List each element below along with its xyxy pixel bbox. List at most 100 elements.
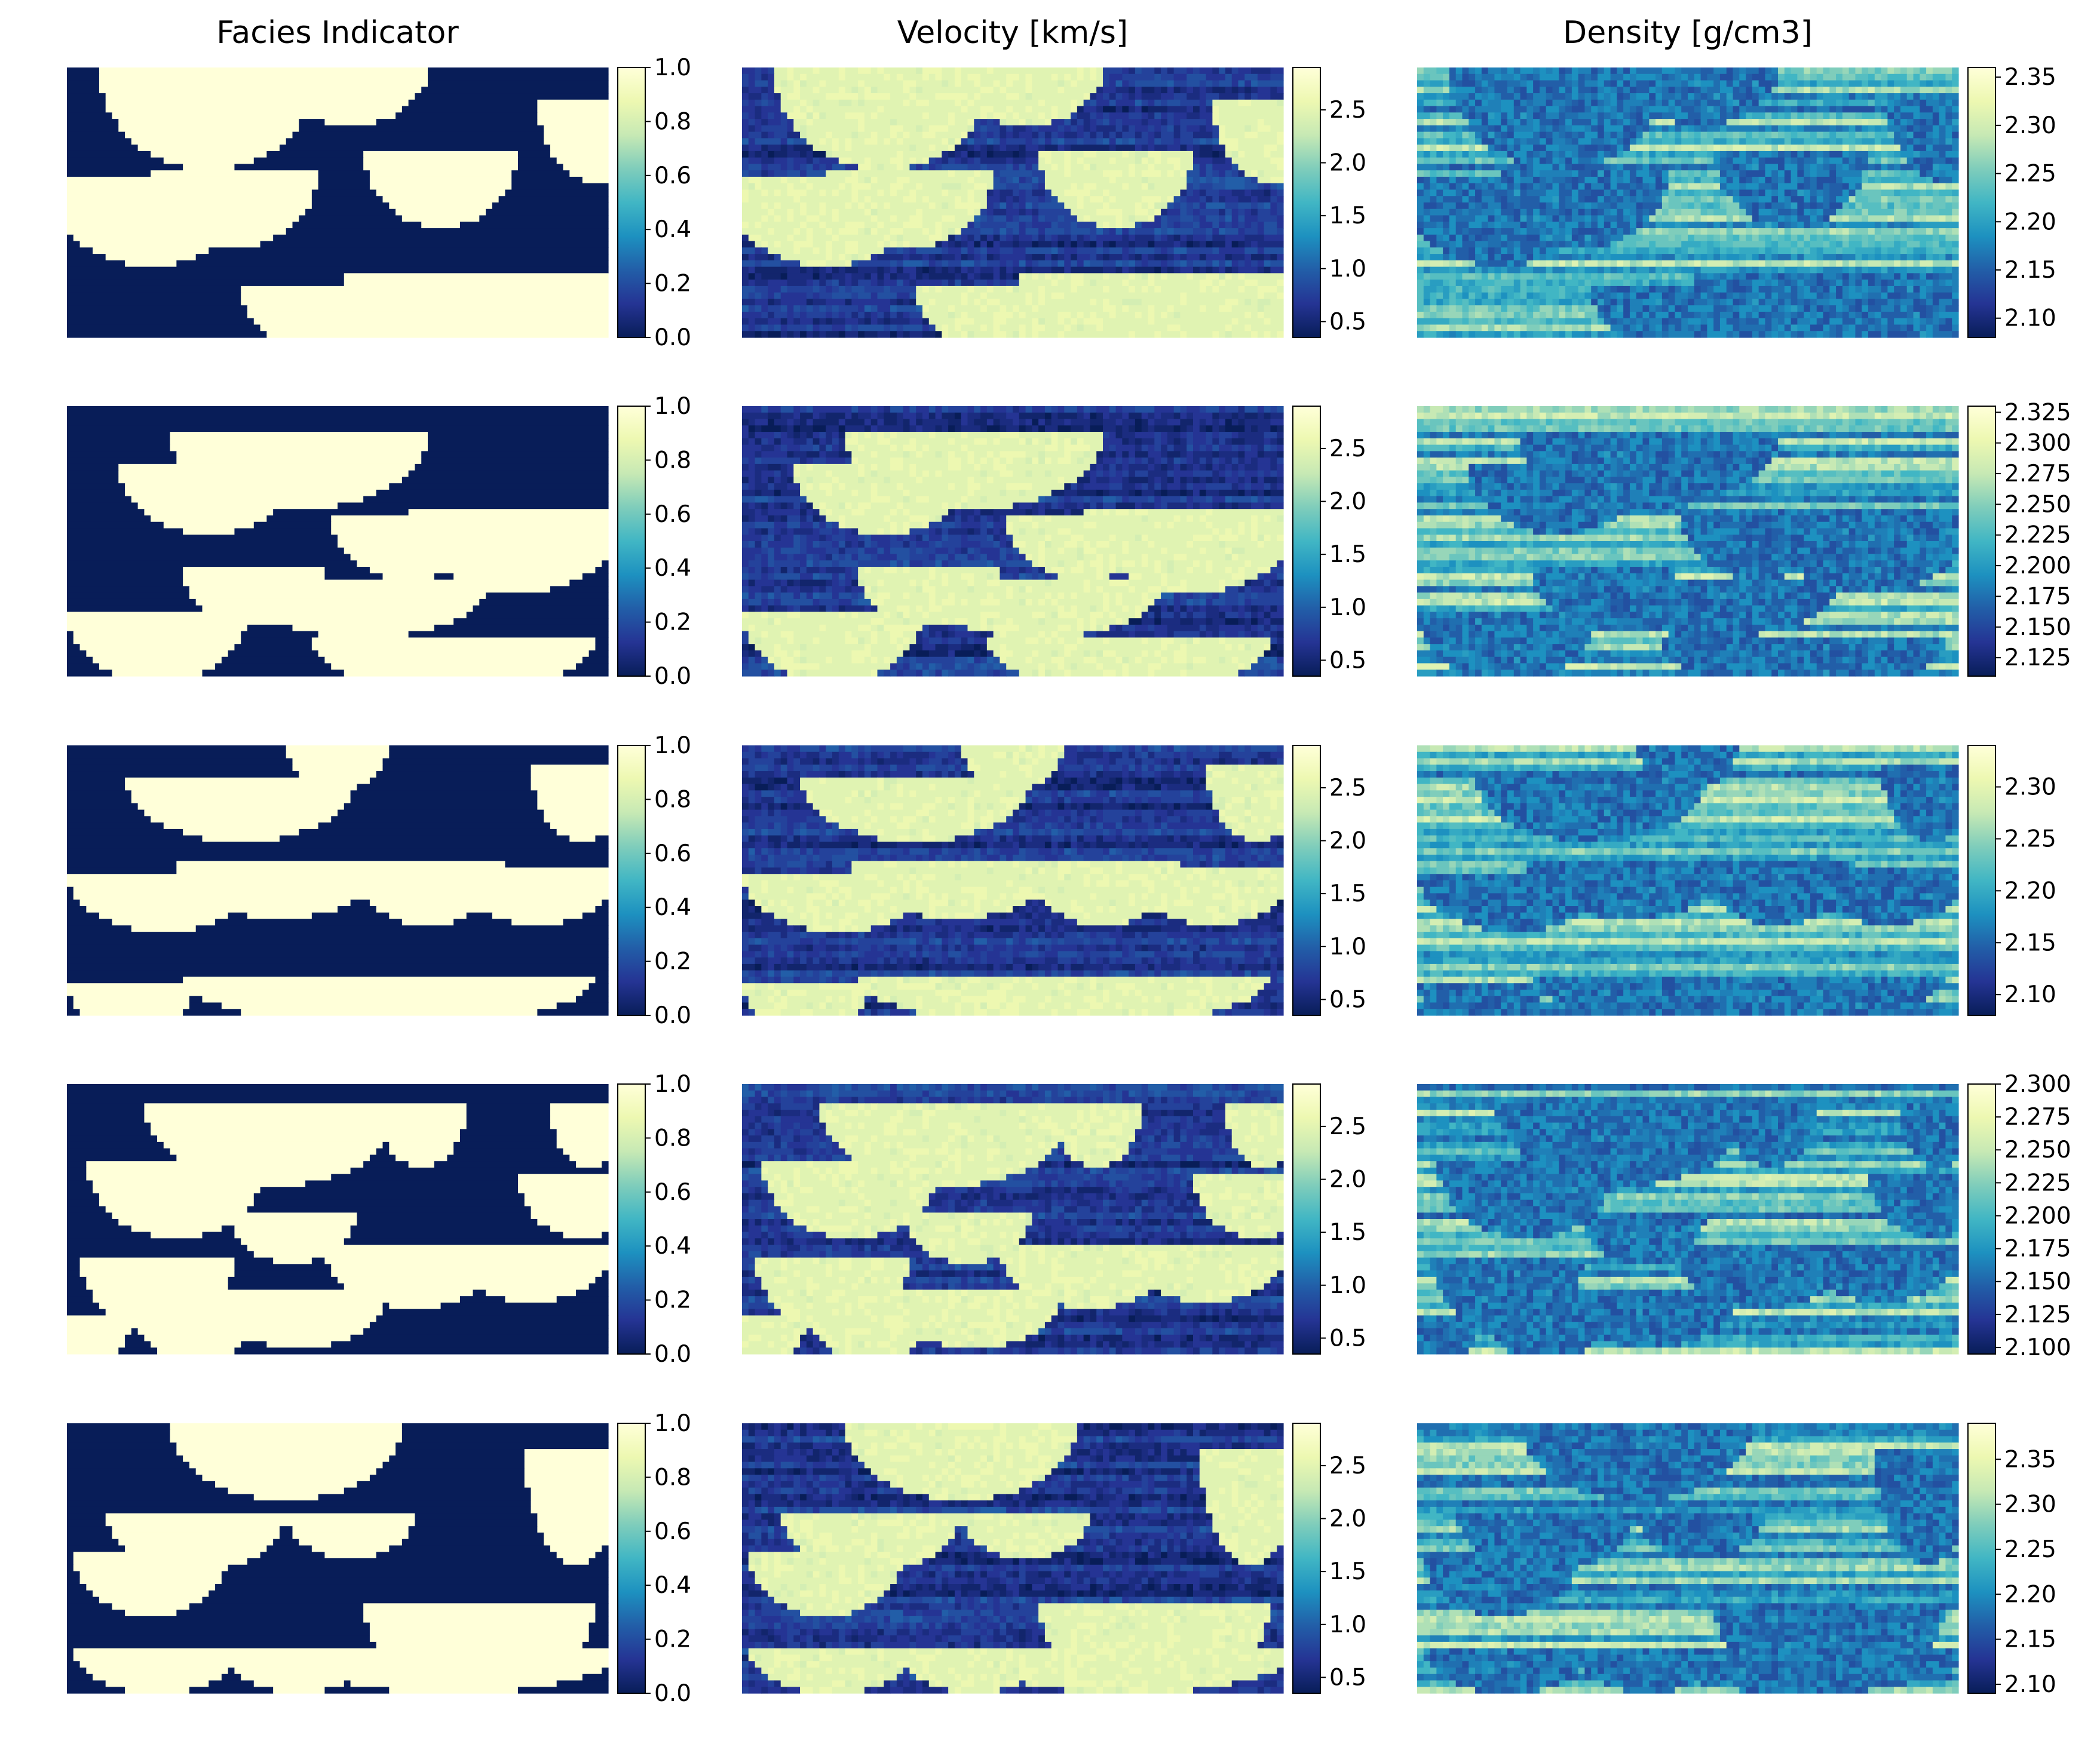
heatmap-cell	[1643, 177, 1656, 183]
heatmap-cell	[1475, 81, 1482, 87]
heatmap-cell	[1739, 318, 1746, 325]
heatmap-cell	[929, 228, 936, 235]
heatmap-cell	[774, 74, 787, 81]
heatmap-cell	[1077, 260, 1084, 267]
heatmap-cell	[851, 138, 864, 145]
heatmap-cell	[1212, 196, 1219, 202]
heatmap-cell	[1771, 247, 1778, 254]
heatmap-cell	[832, 151, 897, 158]
heatmap-cell	[1656, 81, 1662, 87]
heatmap-cell	[884, 312, 890, 318]
heatmap-cell	[948, 125, 968, 132]
heatmap-cell	[1058, 273, 1065, 280]
heatmap-cell	[1258, 331, 1264, 337]
heatmap-cell	[800, 74, 807, 81]
heatmap-cell	[1688, 183, 1701, 190]
heatmap-cell	[1180, 189, 1187, 196]
heatmap-cell	[813, 235, 833, 241]
heatmap-cell	[1823, 74, 1837, 81]
heatmap-cell	[1154, 87, 1161, 93]
heatmap-cell	[845, 138, 852, 145]
heatmap-cell	[1894, 93, 1900, 100]
heatmap-cell	[1636, 324, 1643, 331]
heatmap-cell	[492, 202, 609, 209]
heatmap-cell	[1187, 93, 1200, 100]
heatmap-cell	[1475, 241, 1488, 248]
heatmap-cell	[987, 209, 994, 216]
heatmap-cell	[994, 67, 1078, 74]
heatmap-cell	[1251, 100, 1277, 106]
heatmap-cell	[1546, 158, 1553, 164]
heatmap-cell	[1180, 241, 1187, 248]
heatmap-cell	[755, 318, 768, 325]
heatmap-cell	[1553, 216, 1559, 222]
heatmap-cell	[1649, 112, 1662, 119]
heatmap-cell	[1501, 324, 1507, 331]
heatmap-cell	[1174, 247, 1187, 254]
colorbar: 0.51.01.52.02.5	[1293, 67, 1366, 337]
heatmap-cell	[1649, 106, 1669, 113]
heatmap-cell	[1084, 100, 1090, 106]
heatmap-cell	[768, 74, 774, 81]
heatmap-cell	[864, 331, 878, 337]
heatmap-cell	[994, 235, 1000, 241]
heatmap-cell	[1862, 81, 1868, 87]
heatmap-cell	[1116, 119, 1123, 125]
heatmap-cell	[1565, 106, 1572, 113]
heatmap-cell	[922, 158, 929, 164]
heatmap-cell	[1720, 74, 1733, 81]
heatmap-cell	[1540, 67, 1546, 74]
heatmap-cell	[1456, 177, 1469, 183]
heatmap-cell	[1449, 247, 1456, 254]
heatmap-cell	[1038, 305, 1103, 312]
heatmap-cell	[1675, 177, 1681, 183]
heatmap-cell	[1914, 235, 1933, 241]
heatmap-cell	[1077, 318, 1084, 325]
heatmap-cell	[1746, 170, 1765, 177]
heatmap-cell	[1051, 293, 1065, 299]
heatmap-cell	[1565, 318, 1592, 325]
heatmap-cell	[1129, 254, 1135, 260]
heatmap-cell	[1598, 125, 1604, 132]
heatmap-cell	[1533, 100, 1546, 106]
heatmap-cell	[1064, 138, 1077, 145]
heatmap-cell	[980, 202, 987, 209]
heatmap-cell	[1797, 280, 1804, 286]
heatmap-cell	[1823, 235, 1830, 241]
heatmap-cell	[1791, 247, 1798, 254]
heatmap-cell	[1617, 93, 1623, 100]
heatmap-cell	[1759, 299, 1765, 305]
heatmap-cell	[1804, 177, 1810, 183]
heatmap-cell	[793, 312, 800, 318]
heatmap-cell	[1469, 260, 1475, 267]
heatmap-cell	[1701, 100, 1707, 106]
heatmap-cell	[1843, 106, 1875, 113]
heatmap-cell	[1167, 247, 1174, 254]
heatmap-cell	[1270, 260, 1283, 267]
heatmap-cell	[1565, 93, 1572, 100]
heatmap-cell	[1720, 228, 1727, 235]
heatmap-cell	[884, 247, 897, 254]
heatmap-cell	[1417, 81, 1424, 87]
heatmap-cell	[1727, 183, 1740, 190]
heatmap-cell	[1887, 112, 1894, 119]
heatmap-cell	[1277, 228, 1283, 235]
heatmap-cell	[800, 209, 807, 216]
heatmap-cell	[936, 164, 942, 170]
heatmap-cell	[1862, 216, 1868, 222]
heatmap-cell	[1187, 241, 1193, 248]
heatmap-cell	[1694, 145, 1701, 151]
heatmap-cell	[1514, 216, 1520, 222]
heatmap-cell	[1823, 312, 1830, 318]
heatmap-cell	[1526, 100, 1533, 106]
heatmap-cell	[1251, 189, 1264, 196]
heatmap-cell	[1598, 100, 1604, 106]
heatmap-cell	[1501, 74, 1514, 81]
heatmap-cell	[1494, 138, 1501, 145]
heatmap-cell	[1456, 209, 1463, 216]
heatmap-cell	[1914, 151, 1920, 158]
heatmap-cell	[1232, 67, 1238, 74]
heatmap-cell	[1251, 222, 1258, 228]
heatmap-cell	[1200, 254, 1206, 260]
heatmap-cell	[1084, 324, 1097, 331]
